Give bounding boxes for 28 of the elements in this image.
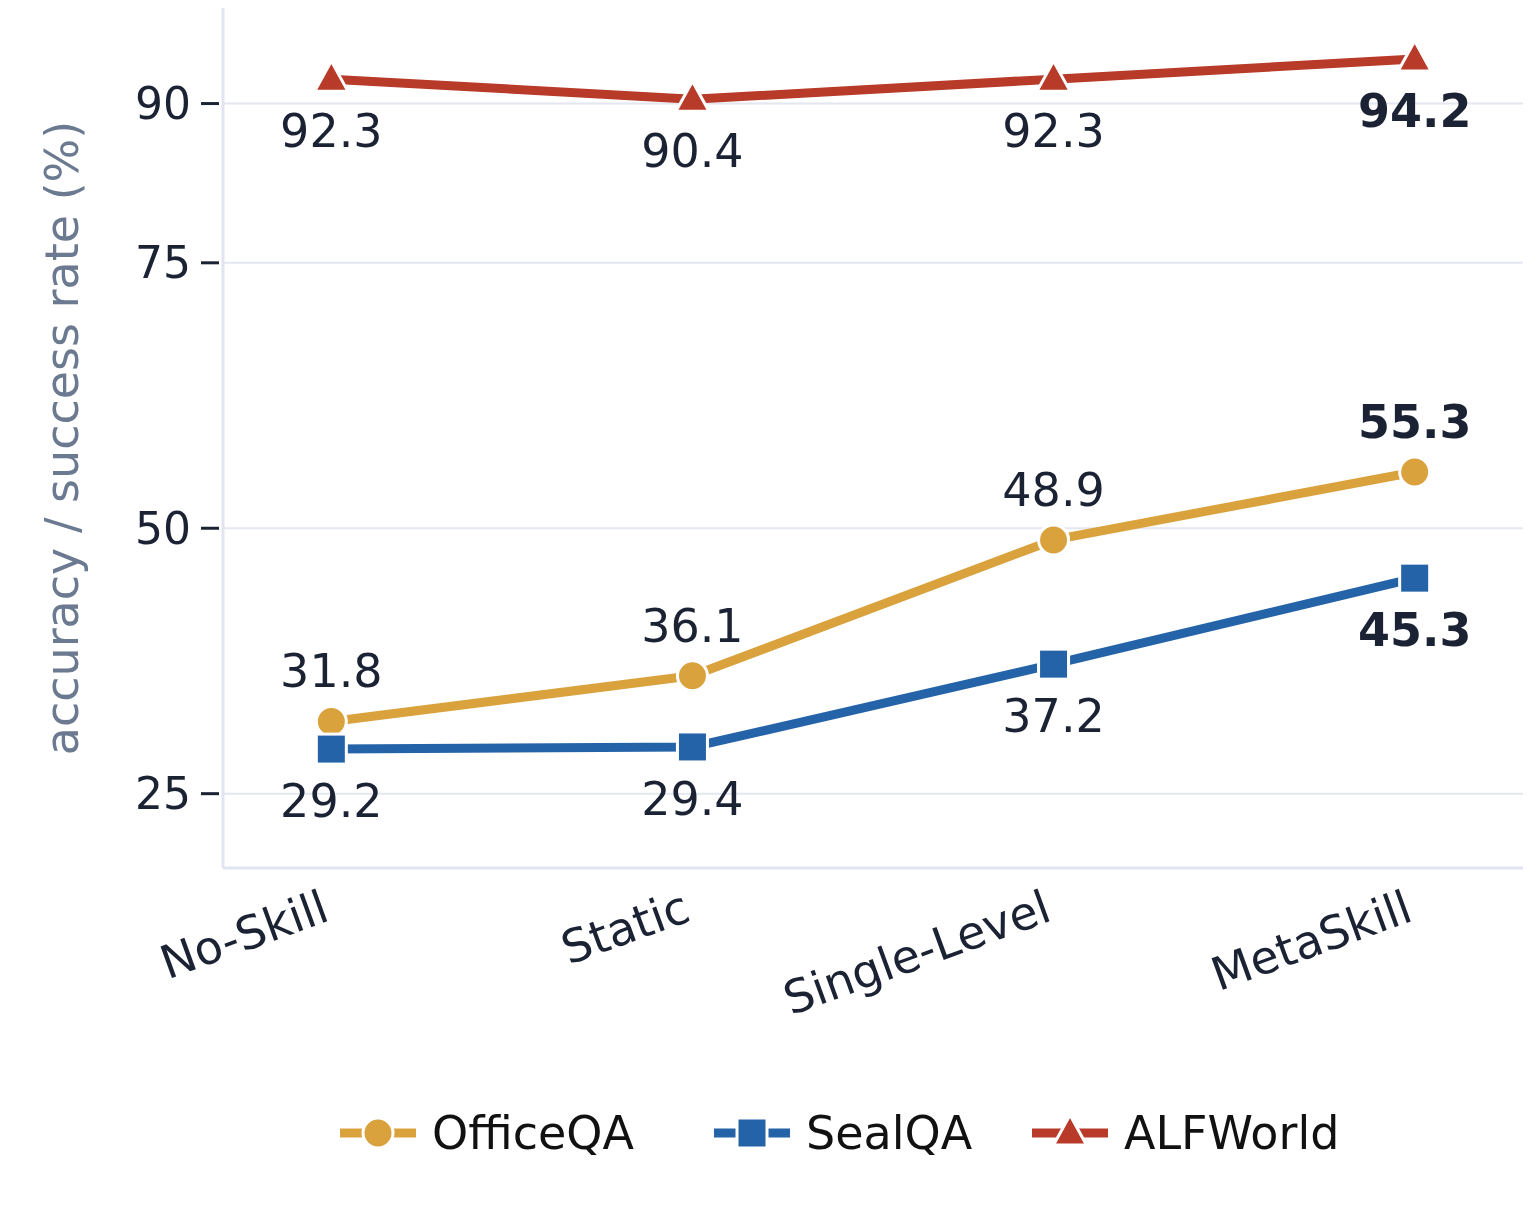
data-label: 31.8 [280, 644, 383, 699]
data-label: 48.9 [1002, 462, 1105, 517]
data-label: 37.2 [1002, 689, 1105, 744]
point [1037, 647, 1071, 681]
data-label: 36.1 [641, 598, 744, 653]
legend-label: SealQA [806, 1106, 973, 1161]
x-tick-label: Static [554, 879, 697, 976]
point [1037, 523, 1071, 557]
y-tick-label: 90 [135, 77, 191, 129]
y-tick-label: 50 [135, 502, 191, 554]
data-label: 55.3 [1357, 394, 1472, 449]
data-label: 45.3 [1357, 603, 1472, 658]
legend-label: OfficeQA [432, 1106, 635, 1161]
point [1398, 455, 1432, 489]
y-axis-title: accuracy / success rate (%) [35, 120, 89, 756]
data-label: 92.3 [1002, 104, 1105, 159]
y-tick-label: 25 [135, 768, 191, 820]
data-label: 94.2 [1357, 83, 1472, 138]
legend-label: ALFWorld [1124, 1106, 1340, 1161]
point [675, 659, 709, 693]
point [675, 730, 709, 764]
y-tick-label: 75 [135, 237, 191, 289]
data-label: 92.3 [280, 104, 383, 159]
data-label: 29.4 [641, 771, 744, 826]
data-label: 29.2 [280, 774, 383, 829]
data-label: 90.4 [641, 124, 744, 179]
point [314, 732, 348, 766]
point [1398, 561, 1432, 595]
